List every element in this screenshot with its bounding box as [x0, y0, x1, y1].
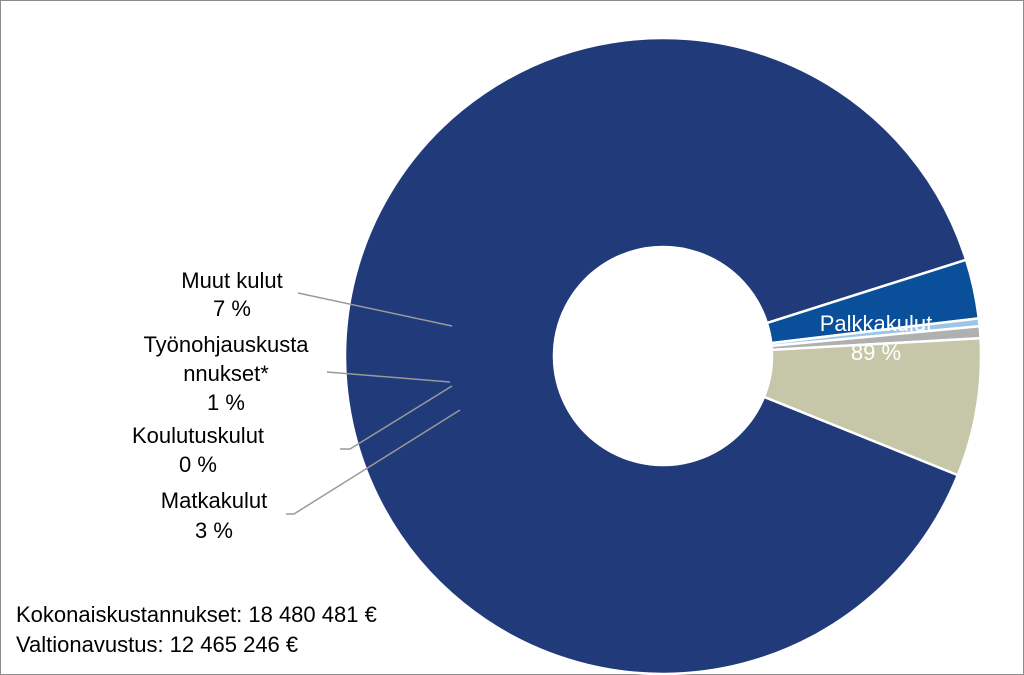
slice-muut — [762, 336, 983, 477]
label-koulutuskulut: Koulutuskulut — [132, 423, 264, 448]
percent-tyonohjaus: 1 % — [207, 390, 245, 415]
label-matkakulut: Matkakulut — [161, 488, 267, 513]
leader-line-tyonohjaus — [326, 371, 451, 383]
label-muut: Muut kulut — [181, 268, 283, 293]
leader-line-koulutus — [340, 385, 453, 450]
percent-koulutuskulut: 0 % — [179, 452, 217, 477]
footnote-total-costs: Kokonaiskustannukset: 18 480 481 € — [16, 602, 377, 627]
percent-matkakulut: 3 % — [195, 518, 233, 543]
percent-palkkakulut: 89 % — [851, 340, 901, 365]
label-tyonohjaus-line2: nnukset* — [183, 361, 269, 386]
leader-line-matkakulut — [286, 409, 461, 515]
footnote-state-grant: Valtionavustus: 12 465 246 € — [16, 632, 299, 657]
leader-line-muut — [297, 292, 453, 327]
label-tyonohjaus-line1: Työnohjauskusta — [143, 332, 309, 357]
label-palkkakulut: Palkkakulut — [820, 311, 933, 336]
slice-palkkakulut — [343, 36, 968, 675]
percent-muut: 7 % — [213, 296, 251, 321]
